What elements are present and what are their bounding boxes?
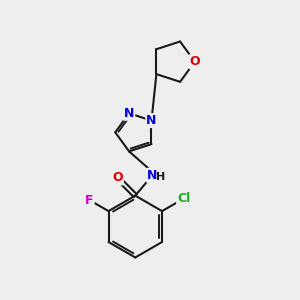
Text: N: N [147, 169, 158, 182]
Text: H: H [156, 172, 165, 182]
Text: O: O [112, 171, 123, 184]
Text: N: N [146, 114, 157, 127]
Text: F: F [85, 194, 94, 207]
Text: N: N [124, 107, 134, 120]
Text: Cl: Cl [177, 192, 190, 205]
Text: O: O [189, 55, 200, 68]
